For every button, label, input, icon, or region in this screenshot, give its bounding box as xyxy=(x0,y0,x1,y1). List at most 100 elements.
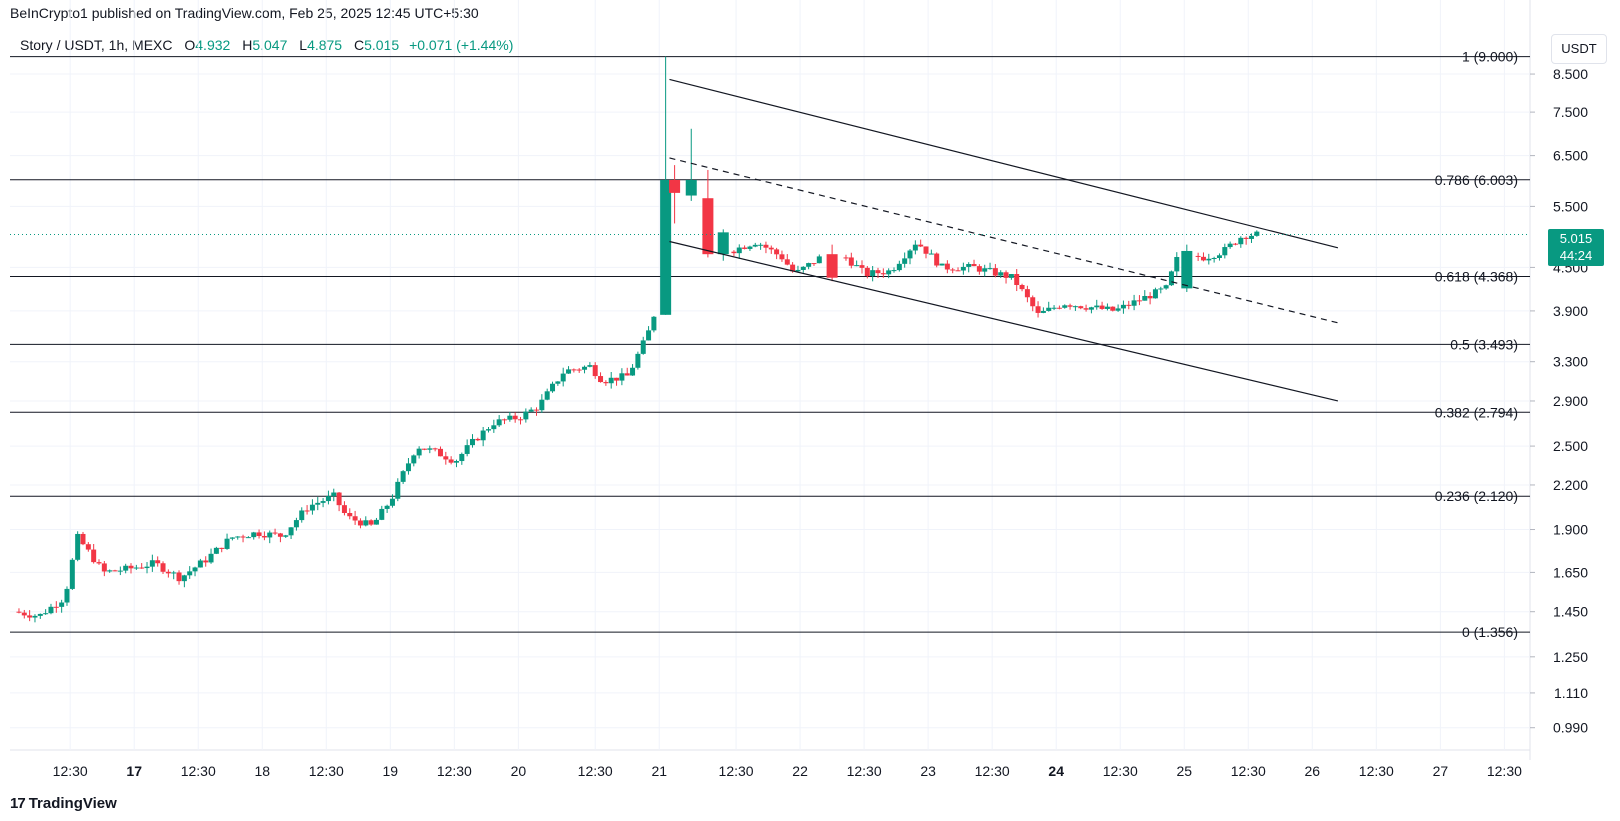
candle-body xyxy=(251,532,257,538)
time-tick-label: 12:30 xyxy=(847,763,882,779)
candle-body xyxy=(1030,297,1036,307)
price-tick-label: 1.650 xyxy=(1553,564,1588,580)
candle-body xyxy=(886,270,892,275)
currency-unit-button[interactable]: USDT xyxy=(1551,34,1607,64)
candle-body xyxy=(1115,308,1121,311)
channel-lower-line xyxy=(669,240,1339,402)
candle-body xyxy=(544,391,550,400)
candle-body xyxy=(598,376,604,383)
price-tick-label: 3.300 xyxy=(1553,354,1588,370)
candle-body xyxy=(971,264,977,267)
candle-body xyxy=(32,615,38,618)
candle-body xyxy=(1163,285,1169,289)
candle-body xyxy=(816,256,822,264)
candle-body xyxy=(1088,307,1094,310)
candle-body xyxy=(752,244,758,247)
candle-body xyxy=(550,383,556,392)
candle-body xyxy=(1014,274,1020,286)
fib-level-label: 0.618 (4.368) xyxy=(1435,268,1518,284)
candle-body xyxy=(1238,237,1244,245)
price-tick-label: 1.450 xyxy=(1553,604,1588,620)
fib-level-label: 0.382 (2.794) xyxy=(1435,404,1518,420)
bar-countdown: 44:24 xyxy=(1559,248,1593,264)
tradingview-logo-icon: 17 xyxy=(10,795,26,812)
candle-body xyxy=(283,535,289,537)
last-price-value: 5.015 xyxy=(1559,231,1593,247)
candle-body xyxy=(630,367,636,376)
candle-body xyxy=(395,481,401,499)
candle-body xyxy=(800,266,806,270)
candle-body xyxy=(864,267,870,277)
candle-body xyxy=(1181,250,1193,289)
price-tick-label: 2.500 xyxy=(1553,438,1588,454)
candle-body xyxy=(149,560,155,567)
candle-body xyxy=(480,430,486,441)
candle-body xyxy=(469,438,475,446)
candle-body xyxy=(91,549,97,563)
candle-body xyxy=(1152,289,1158,299)
candle-body xyxy=(389,498,395,506)
candle-body xyxy=(21,612,27,616)
candle-body xyxy=(987,268,993,270)
candle-body xyxy=(1248,235,1254,239)
candle-body xyxy=(1094,305,1100,308)
candle-body xyxy=(352,516,358,521)
candle-body xyxy=(117,570,123,572)
candle-body xyxy=(320,501,326,503)
candle-body xyxy=(891,270,897,272)
candle-body xyxy=(181,575,187,582)
candle-body xyxy=(421,448,427,450)
candle-body xyxy=(411,455,417,464)
time-tick-label: 12:30 xyxy=(53,763,88,779)
candle-body xyxy=(1035,306,1041,313)
fib-level-label: 1 (9.000) xyxy=(1462,49,1518,65)
candle-body xyxy=(918,244,924,247)
candle-body xyxy=(261,535,267,538)
candle-body xyxy=(43,613,49,615)
time-tick-label: 27 xyxy=(1433,763,1449,779)
publisher-line: BeInCrypto1 published on TradingView.com… xyxy=(10,5,479,21)
candle-body xyxy=(736,247,742,254)
candle-body xyxy=(171,572,177,574)
candle-body xyxy=(976,266,982,272)
candle-body xyxy=(384,505,390,509)
time-tick-label: 12:30 xyxy=(975,763,1010,779)
candle-body xyxy=(432,448,438,450)
candle-body xyxy=(1211,257,1217,259)
candle-body xyxy=(923,246,929,254)
candle-body xyxy=(790,264,796,272)
candle-body xyxy=(747,246,753,249)
candle-body xyxy=(112,570,118,572)
open-value: 4.932 xyxy=(195,37,231,53)
candle-body xyxy=(331,492,337,497)
price-tick-label: 5.500 xyxy=(1553,198,1588,214)
candle-body xyxy=(1232,243,1238,245)
time-tick-label: 20 xyxy=(511,763,527,779)
candle-body xyxy=(96,562,102,564)
high-key: H xyxy=(242,37,253,53)
time-tick-label: 12:30 xyxy=(181,763,216,779)
candle-body xyxy=(101,563,107,572)
candle-body xyxy=(651,316,657,331)
candle-body xyxy=(224,538,230,549)
time-tick-label: 19 xyxy=(383,763,399,779)
candle-body xyxy=(1104,306,1110,309)
candle-body xyxy=(587,365,593,367)
candle-body xyxy=(928,253,934,255)
candle-body xyxy=(934,253,940,266)
candle-body xyxy=(448,459,454,463)
candle-body xyxy=(325,496,331,502)
candle-body xyxy=(1056,307,1062,309)
candle-body xyxy=(1024,289,1030,298)
candle-body xyxy=(880,273,886,275)
candle-body xyxy=(669,179,681,193)
candle-body xyxy=(507,415,513,420)
candle-body xyxy=(534,409,540,411)
candle-body xyxy=(80,533,86,545)
candle-body xyxy=(811,263,817,265)
candle-body xyxy=(107,570,113,572)
candle-body xyxy=(1040,310,1046,313)
candle-body xyxy=(528,409,534,412)
fib-level-label: 0.236 (2.120) xyxy=(1435,488,1518,504)
